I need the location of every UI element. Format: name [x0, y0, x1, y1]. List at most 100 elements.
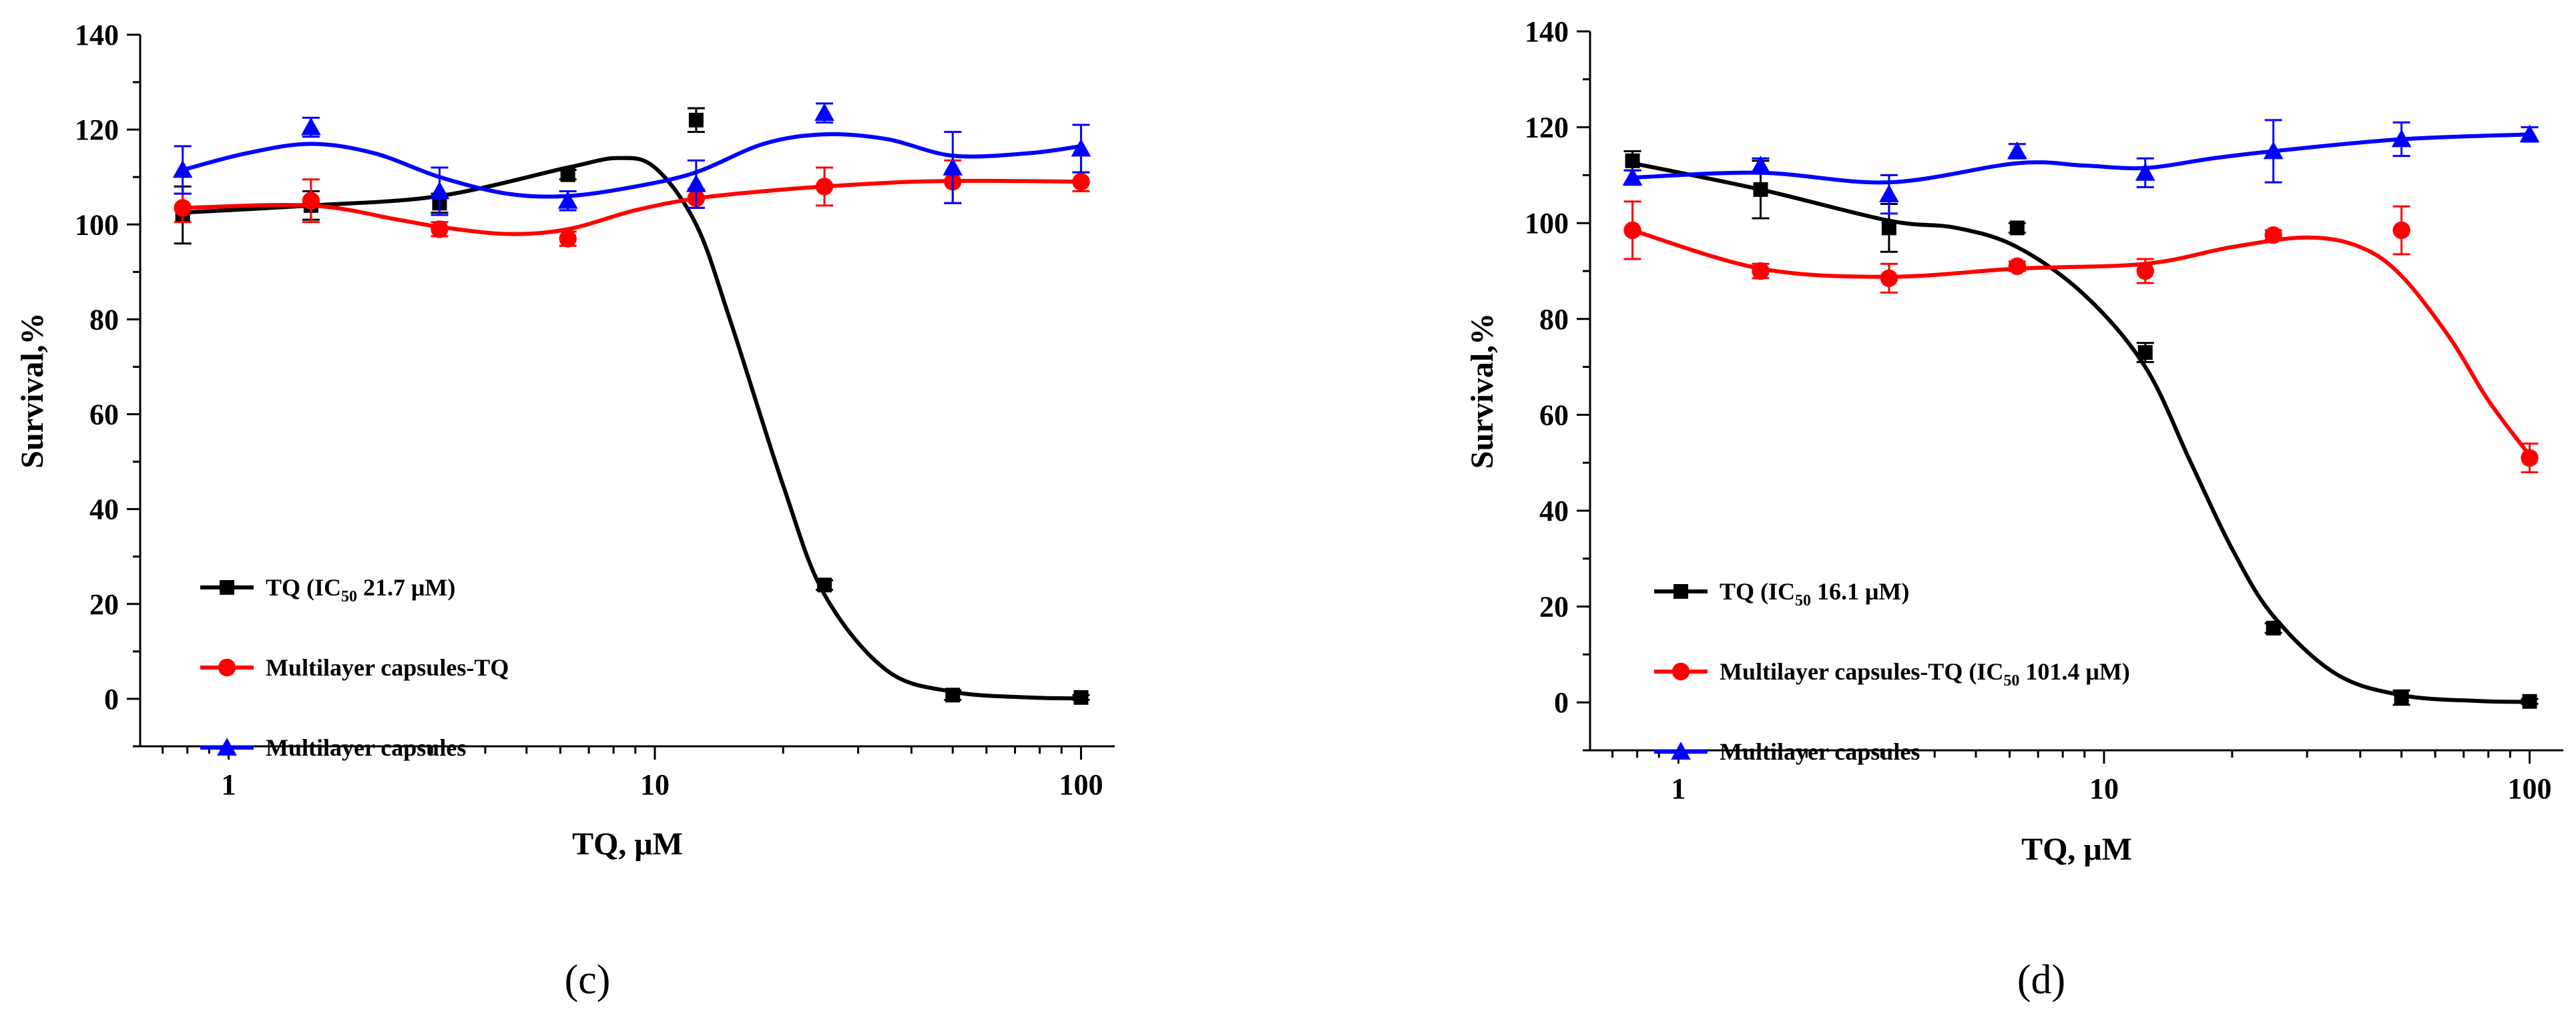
data-point [2266, 620, 2281, 636]
data-point [817, 577, 832, 593]
data-point [174, 199, 192, 217]
legend-label: Multilayer capsules [266, 734, 466, 761]
data-point [814, 103, 834, 121]
legend-label: Multilayer capsules [1720, 738, 1920, 765]
data-point [559, 230, 577, 248]
fit-curve [1632, 132, 2530, 185]
legend-subscript: 50 [341, 588, 357, 605]
data-point [945, 688, 961, 703]
legend-label: Multilayer capsules-TQ [266, 654, 509, 681]
y-tick-label: 40 [89, 493, 119, 526]
x-tick-label: 1 [1671, 772, 1686, 805]
legend-marker [218, 658, 236, 677]
legend-subscript: 50 [2003, 672, 2019, 690]
series-multilayer-capsules-tq [174, 159, 1090, 248]
data-point [2008, 257, 2026, 276]
legend-item: TQ (IC50 21.7 μM) [200, 574, 455, 605]
data-point [1625, 153, 1640, 168]
data-point [1752, 262, 1770, 280]
y-axis-title: Survival,% [15, 312, 50, 468]
y-tick-label: 140 [1525, 15, 1569, 48]
legend-text: Multilayer capsules-TQ [266, 654, 509, 681]
axes: 0 20 40 60 80 100 120 140 1 10 100 [75, 19, 1115, 801]
x-tick-label: 100 [2508, 772, 2552, 805]
legend-marker [1671, 662, 1690, 681]
legend-text: TQ (IC [266, 574, 341, 601]
axes: 0 20 40 60 80 100 120 140 1 10 100 [1525, 15, 2563, 805]
y-tick-label: 20 [1539, 591, 1569, 623]
y-tick-label: 100 [1525, 207, 1569, 240]
data-point [1623, 221, 1641, 240]
series-multilayer-capsules [172, 102, 1091, 216]
data-point [1753, 182, 1768, 197]
legend-label: TQ (IC50 16.1 μM) [1720, 578, 1909, 609]
legend-marker [1673, 584, 1688, 599]
x-axis-title: TQ, μM [2021, 832, 2132, 867]
data-point [1879, 184, 1899, 202]
data-point [2521, 449, 2539, 467]
legend-item: Multilayer capsules-TQ [200, 654, 509, 681]
legend-text: Multilayer capsules [1720, 738, 1920, 765]
data-point [2009, 220, 2025, 236]
x-tick-label: 100 [1059, 768, 1103, 801]
data-point [1071, 138, 1091, 157]
fit-curve [182, 132, 1081, 199]
legend-item: Multilayer capsules [1654, 738, 1920, 765]
panel-d: 0 20 40 60 80 100 120 140 1 10 100 TQ, μM Survival,%… [1465, 15, 2563, 1003]
y-tick-label: 80 [1539, 303, 1569, 336]
fit-curve [1631, 228, 2531, 457]
legend-label: Multilayer capsules-TQ (IC50 101.4 μM) [1720, 658, 2130, 690]
legend-text-suffix: 16.1 μM) [1811, 578, 1909, 605]
y-ticks: 0 20 40 60 80 100 120 140 [1525, 15, 1590, 752]
legend: TQ (IC50 16.1 μM)Multilayer capsules-TQ … [1654, 578, 2130, 765]
y-tick-label: 120 [75, 113, 119, 146]
data-point [557, 190, 578, 209]
x-tick-label: 10 [640, 768, 670, 801]
legend-label: TQ (IC50 21.7 μM) [266, 574, 455, 605]
legend-text-suffix: 101.4 μM) [2019, 658, 2129, 685]
fit-curve [1631, 161, 2530, 704]
x-ticks: 1 10 100 [162, 746, 1103, 801]
data-point [2264, 226, 2282, 244]
fit-curve [182, 156, 1081, 701]
panel-label: (d) [2017, 957, 2065, 1003]
data-point [688, 112, 704, 128]
data-point [2137, 345, 2153, 360]
y-tick-label: 80 [89, 303, 119, 336]
legend-item: Multilayer capsules [200, 734, 466, 761]
y-tick-label: 0 [104, 683, 119, 716]
panel-label: (c) [565, 957, 611, 1003]
x-tick-label: 1 [222, 768, 236, 801]
data-point [2136, 262, 2154, 280]
x-tick-label: 10 [2089, 772, 2119, 805]
data-point [1073, 690, 1089, 705]
data-point [2522, 694, 2537, 709]
legend-item: Multilayer capsules-TQ (IC50 101.4 μM) [1654, 658, 2130, 690]
data-point [686, 174, 706, 192]
legend-marker [1671, 742, 1691, 760]
y-tick-label: 40 [1539, 495, 1569, 527]
y-tick-label: 100 [75, 208, 119, 241]
series-multilayer-capsules [1622, 119, 2540, 215]
data-point [300, 117, 321, 136]
data-point [2519, 124, 2540, 143]
data-point [1072, 173, 1090, 191]
data-point [172, 160, 193, 178]
data-point [2392, 221, 2410, 240]
data-point [1750, 156, 1771, 174]
legend-text: Multilayer capsules [266, 734, 466, 761]
data-point [2263, 141, 2284, 160]
data-point [2394, 690, 2409, 706]
y-tick-label: 60 [89, 399, 119, 431]
data-point [560, 167, 575, 182]
data-point [1622, 168, 1643, 186]
legend-marker [217, 738, 237, 756]
y-tick-label: 140 [75, 19, 119, 51]
y-axis-title: Survival,% [1465, 313, 1500, 469]
legend-text: TQ (IC [1720, 578, 1795, 605]
y-tick-label: 60 [1539, 399, 1569, 431]
data-point [302, 192, 320, 210]
data-point [815, 178, 834, 196]
data-point [1880, 269, 1898, 287]
